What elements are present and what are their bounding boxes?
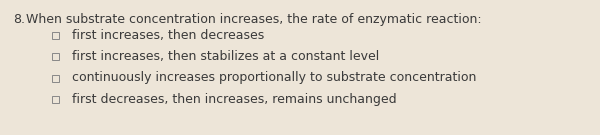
Text: When substrate concentration increases, the rate of enzymatic reaction:: When substrate concentration increases, …: [22, 13, 482, 26]
Text: first increases, then stabilizes at a constant level: first increases, then stabilizes at a co…: [72, 50, 379, 63]
Text: 8.: 8.: [13, 13, 25, 26]
Text: first decreases, then increases, remains unchanged: first decreases, then increases, remains…: [72, 93, 397, 106]
Text: first increases, then decreases: first increases, then decreases: [72, 28, 264, 41]
Text: continuously increases proportionally to substrate concentration: continuously increases proportionally to…: [72, 72, 476, 85]
